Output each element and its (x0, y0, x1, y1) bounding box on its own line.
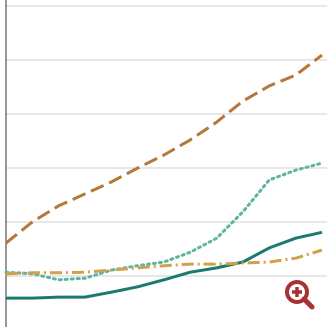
plot-lines (4, 53, 324, 300)
series-line (6, 230, 323, 300)
series-line (5, 248, 323, 276)
zoom-lens (285, 280, 309, 304)
zoom-icon[interactable] (285, 280, 315, 310)
series-line (5, 53, 323, 245)
zoom-handle (301, 296, 315, 310)
grid (6, 5, 327, 277)
series-line (4, 161, 324, 282)
